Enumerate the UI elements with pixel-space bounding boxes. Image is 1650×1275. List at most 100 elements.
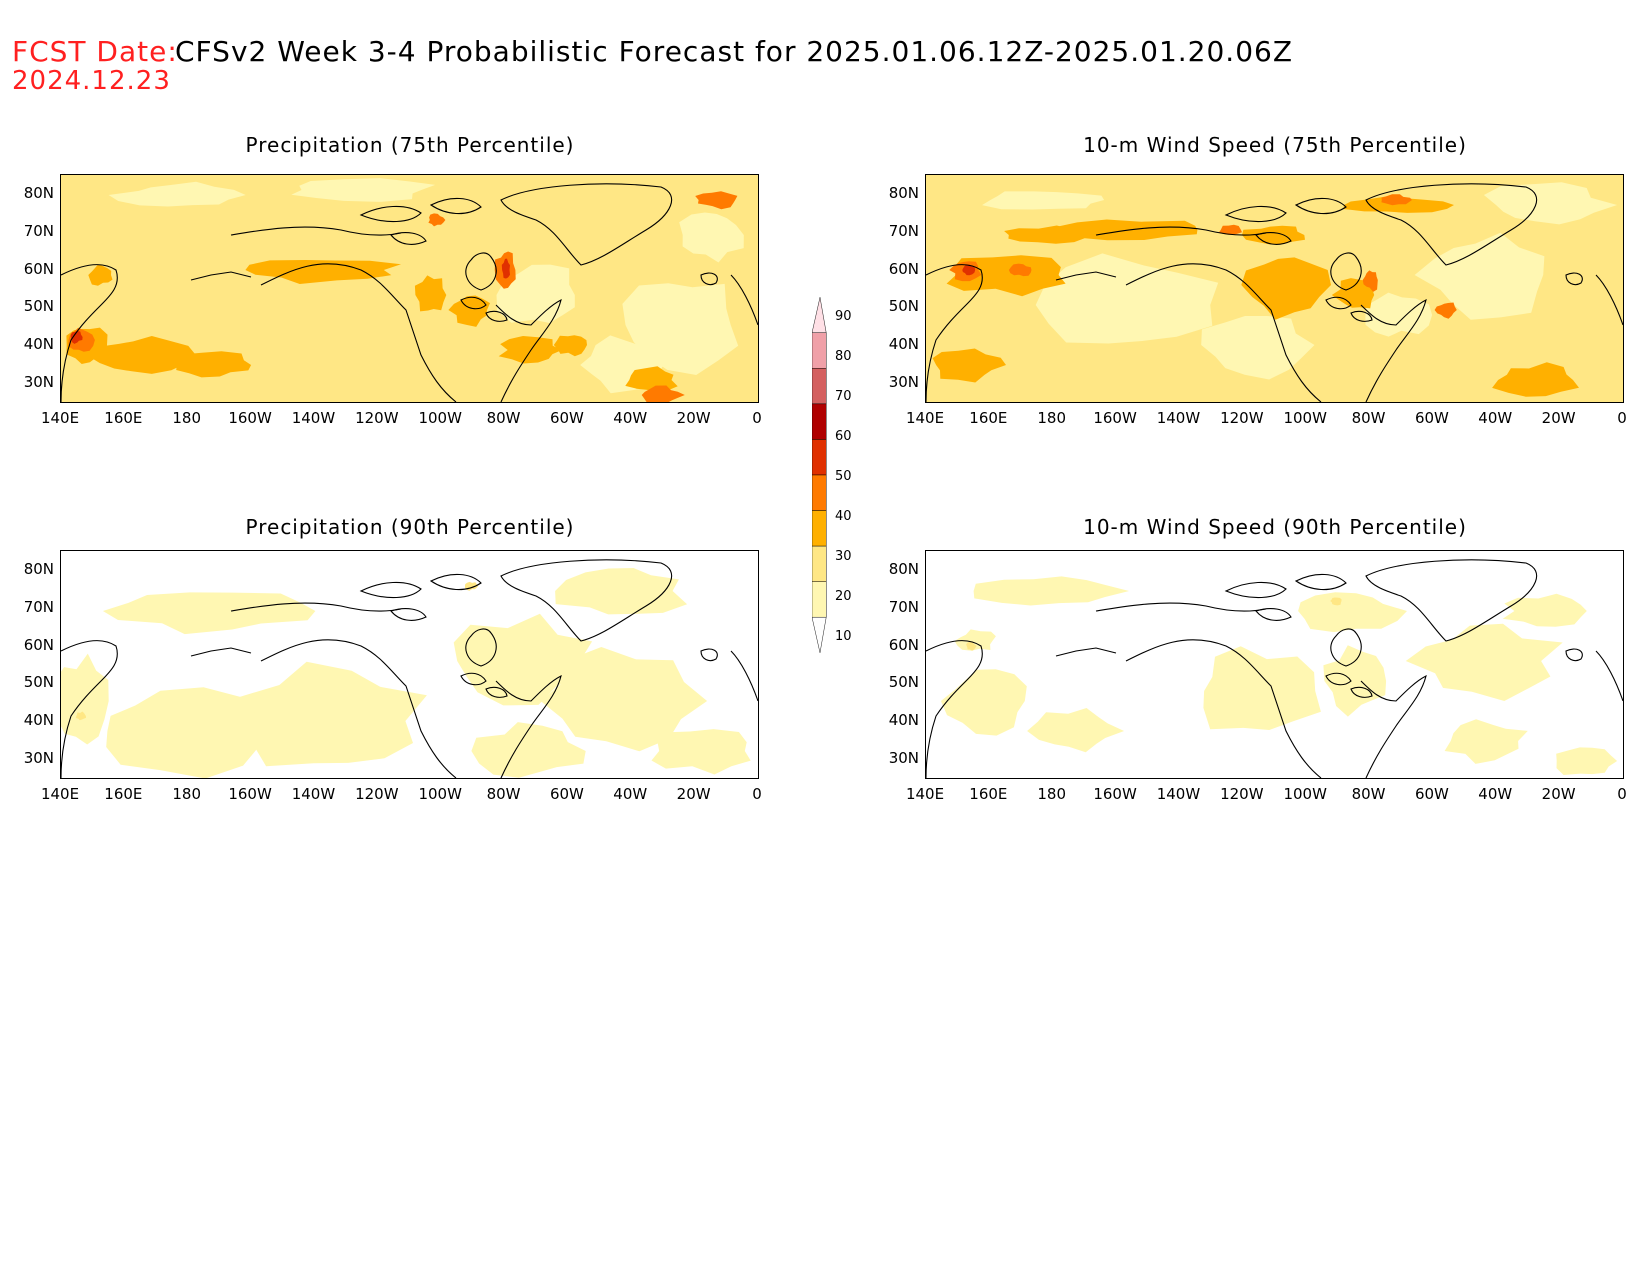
coastline <box>730 650 758 702</box>
lon-tick-label: 20W <box>676 409 711 427</box>
lat-tick-label: 40N <box>23 335 54 354</box>
coastline <box>730 274 758 326</box>
lat-tick-label: 70N <box>23 221 54 240</box>
coastline <box>1095 226 1267 236</box>
colorbar-label-10: 10 <box>835 629 852 644</box>
lon-tick-label: 20W <box>1541 785 1576 803</box>
lon-tick-label: 40W <box>613 409 648 427</box>
coastline <box>700 648 718 662</box>
lon-tick-label: 160W <box>228 409 272 427</box>
contour-region <box>70 330 83 344</box>
coastline <box>1125 639 1322 778</box>
coastline <box>1595 274 1623 326</box>
coastline <box>359 205 422 223</box>
colorbar-label-50: 50 <box>835 469 852 484</box>
lat-tick-label: 70N <box>888 221 919 240</box>
coastline <box>1224 205 1287 223</box>
lon-tick-label: 60W <box>1414 409 1449 427</box>
contour-region <box>973 576 1130 606</box>
coastline <box>61 264 118 402</box>
contour-region <box>940 669 1027 736</box>
colorbar-label-20: 20 <box>835 589 852 604</box>
lat-tick-label: 50N <box>888 297 919 316</box>
contour-region <box>1008 263 1032 277</box>
colorbar-label-40: 40 <box>835 509 852 524</box>
coastline <box>500 559 673 642</box>
page-title: CFSv2 Week 3-4 Probabilistic Forecast fo… <box>175 35 1294 68</box>
contour-region <box>679 212 744 263</box>
lat-tick-label: 50N <box>23 673 54 692</box>
coastline <box>1095 602 1267 612</box>
fcst-date-value: 2024.12.23 <box>12 66 171 96</box>
lon-tick-label: 60W <box>549 409 584 427</box>
panel-title-precip-75: Precipitation (75th Percentile) <box>245 133 575 157</box>
lon-tick-label: 160W <box>1093 785 1137 803</box>
coastline <box>1255 608 1292 621</box>
coastline <box>1360 298 1427 402</box>
contour-region <box>1241 257 1331 320</box>
lon-tick-label: 180 <box>1037 409 1067 427</box>
contour-region <box>625 366 678 392</box>
lon-tick-label: 80W <box>1351 785 1386 803</box>
coastline <box>1565 648 1583 662</box>
contour-region <box>962 264 976 276</box>
contour-region <box>88 264 113 286</box>
contour-region <box>651 729 751 775</box>
lat-tick-label: 80N <box>888 559 919 578</box>
coastline <box>1325 296 1352 310</box>
lon-tick-label: 140W <box>291 409 336 427</box>
contour-region <box>106 687 277 778</box>
lon-tick-label: 0 <box>752 785 762 803</box>
coastline <box>429 573 482 591</box>
lon-tick-label: 80W <box>486 785 521 803</box>
lat-tick-label: 40N <box>23 711 54 730</box>
map-field <box>926 551 1623 778</box>
colorbar <box>812 297 827 653</box>
lon-tick-label: 160E <box>969 785 1008 803</box>
lat-tick-label: 50N <box>23 297 54 316</box>
lon-tick-label: 40W <box>1478 785 1513 803</box>
contour-region <box>1330 597 1342 606</box>
contour-region <box>555 568 688 615</box>
lon-tick-label: 160E <box>104 409 143 427</box>
coastline <box>926 640 983 778</box>
colorbar-label-30: 30 <box>835 549 852 564</box>
lon-tick-label: 140W <box>1156 785 1201 803</box>
lon-tick-label: 180 <box>1037 785 1067 803</box>
lon-tick-label: 140E <box>40 409 80 427</box>
coastline <box>1294 197 1347 215</box>
contour-region <box>291 178 436 202</box>
contour-region <box>86 336 196 374</box>
lat-tick-label: 30N <box>23 373 54 392</box>
lat-tick-label: 70N <box>23 597 54 616</box>
coastline <box>190 647 252 657</box>
lon-tick-label: 100W <box>1283 409 1327 427</box>
contour-region <box>1201 316 1315 380</box>
contour-region <box>932 348 1006 383</box>
coastline <box>1365 559 1538 642</box>
lat-tick-label: 30N <box>888 373 919 392</box>
lat-tick-label: 50N <box>888 673 919 692</box>
lat-tick-label: 60N <box>23 635 54 654</box>
contour-region <box>176 351 252 378</box>
contour-region <box>1414 232 1545 320</box>
contour-region <box>498 336 562 364</box>
contour-region <box>1362 270 1378 292</box>
lon-tick-label: 20W <box>1541 409 1576 427</box>
coastline <box>230 226 402 236</box>
lat-tick-label: 40N <box>888 335 919 354</box>
contour-region <box>1556 747 1618 775</box>
map-field <box>61 551 758 778</box>
map-wind-75 <box>925 174 1624 403</box>
map-field <box>61 175 758 402</box>
lon-tick-label: 20W <box>676 785 711 803</box>
lat-tick-label: 70N <box>888 597 919 616</box>
contour-region <box>245 260 401 284</box>
lon-tick-label: 140E <box>905 785 945 803</box>
lon-tick-label: 40W <box>1478 409 1513 427</box>
contour-region <box>102 592 316 635</box>
coastline <box>1325 672 1352 686</box>
contour-region <box>1035 253 1219 344</box>
lon-tick-label: 120W <box>1220 409 1264 427</box>
lon-tick-label: 140W <box>291 785 336 803</box>
